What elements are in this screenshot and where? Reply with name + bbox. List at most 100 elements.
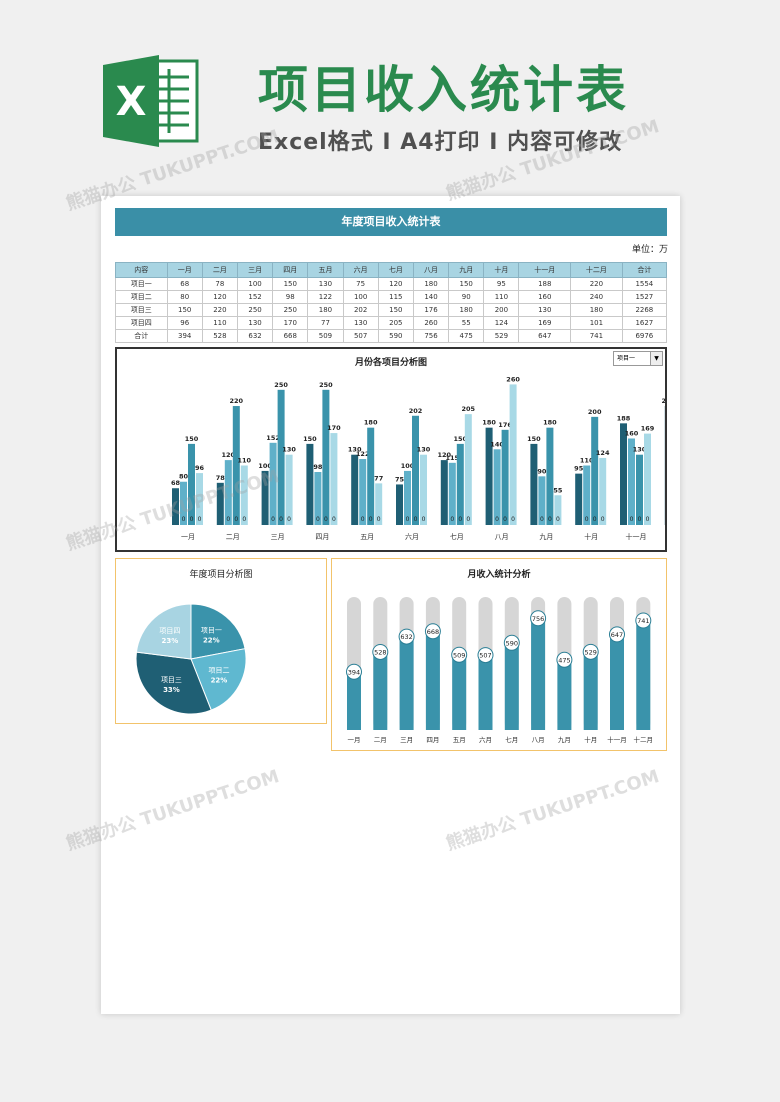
table-cell: 220	[570, 277, 623, 291]
bar-value-label: 150	[303, 435, 317, 443]
bar-value-label: 507	[479, 652, 491, 660]
pie-slice-percent: 22%	[211, 676, 228, 684]
value-bubble	[503, 634, 520, 651]
table-cell: 122	[307, 290, 344, 304]
table-cell: 394	[166, 329, 203, 343]
value-bubble	[372, 643, 389, 660]
project-select-value: 项目一	[617, 355, 636, 362]
bar-value-label: 220	[230, 397, 244, 405]
chevron-down-icon[interactable]: ▼	[650, 352, 662, 365]
overlay-value-label: 0	[226, 516, 230, 523]
table-cell: 78	[201, 277, 238, 291]
bar-value-label: 100	[401, 462, 415, 470]
overlay-value-label: 0	[316, 516, 320, 523]
bar	[322, 389, 330, 525]
bar-value-label: 150	[185, 435, 199, 443]
bar	[351, 454, 359, 525]
table-cell: 110	[483, 290, 520, 304]
table-header-cell: 十一月	[518, 262, 572, 278]
bar-value-label: 130	[348, 446, 362, 454]
table-cell: 188	[518, 277, 572, 291]
svg-text:X: X	[116, 79, 147, 125]
overlay-value-label: 0	[638, 516, 642, 523]
bar	[509, 384, 517, 525]
pie-slice-percent: 33%	[163, 686, 180, 694]
table-header-cell: 二月	[201, 262, 238, 278]
bar	[531, 618, 546, 730]
bar	[538, 476, 546, 525]
table-row: 项目三 150 220 250 250 180 202 150 176 180 200 130 180 2…	[115, 303, 668, 317]
table-cell: 100	[342, 290, 379, 304]
table-cell: 130	[236, 316, 274, 330]
bar	[583, 651, 598, 730]
value-bubble	[451, 646, 468, 663]
x-tick-label: 四月	[315, 533, 329, 541]
x-tick-label: 八月	[495, 533, 509, 541]
table-cell: 1527	[621, 290, 668, 304]
monthly-project-chart-title: 月份各项目分析图	[354, 358, 427, 368]
table-cell: 130	[518, 303, 572, 317]
bar	[425, 631, 440, 730]
table-cell: 180	[448, 303, 485, 317]
bar	[269, 442, 277, 525]
bar-value-label: 55	[553, 486, 563, 494]
table-row: 项目一 68 78 100 150 130 75 120 180 150 95 188 220 1554	[115, 277, 668, 291]
bar	[504, 642, 519, 730]
bar-value-label: 160	[625, 429, 639, 437]
table-cell: 98	[272, 290, 309, 304]
bar	[575, 473, 583, 525]
bar	[172, 488, 179, 525]
table-cell: 150	[377, 303, 414, 317]
bar-value-label: 529	[584, 648, 596, 656]
bar	[644, 433, 651, 525]
bar	[375, 483, 383, 525]
overlay-value-label: 0	[458, 516, 462, 523]
value-bubble	[556, 651, 573, 668]
table-header-cell: 十月	[483, 262, 520, 278]
table-cell: 6976	[621, 329, 668, 343]
table-cell: 100	[236, 277, 274, 291]
overlay-value-label: 0	[406, 516, 410, 523]
project-pie-chart: 项目一 22% 项目二 22% 项目三 33% 项目四 23%	[135, 603, 247, 715]
bar	[399, 636, 414, 730]
bar-value-label: 68	[171, 479, 181, 487]
row-label: 项目二	[115, 290, 168, 304]
bar	[180, 481, 187, 525]
table-cell: 176	[412, 303, 450, 317]
bar	[420, 454, 427, 525]
bar	[404, 470, 411, 525]
table-cell: 170	[272, 316, 309, 330]
bar	[636, 454, 643, 525]
value-bubble	[398, 628, 415, 645]
table-cell: 475	[448, 329, 485, 343]
bar-value-label: 130	[633, 446, 647, 454]
project-select[interactable]: 项目一 ▼	[613, 351, 663, 366]
table-cell: 528	[201, 329, 238, 343]
bar	[240, 465, 248, 525]
bar-value-label: 100	[258, 462, 272, 470]
bar-value-label: 90	[537, 467, 547, 475]
x-tick-label: 五月	[360, 533, 374, 541]
bar-value-label: 124	[596, 449, 610, 457]
bar	[456, 443, 464, 525]
overlay-value-label: 0	[377, 516, 381, 523]
bar	[188, 443, 195, 525]
bar-value-label: 98	[313, 463, 323, 471]
table-header-cell: 八月	[412, 262, 450, 278]
bar-value-label: 180	[543, 419, 557, 427]
table-cell: 150	[272, 277, 309, 291]
table-cell: 1554	[621, 277, 668, 291]
x-tick-label: 七月	[450, 532, 464, 541]
table-cell: 68	[166, 277, 203, 291]
x-tick-label: 十月	[584, 735, 597, 744]
overlay-value-label: 0	[646, 516, 650, 523]
table-cell: 507	[342, 329, 379, 343]
bar-value-label: 632	[400, 633, 412, 641]
table-cell: 169	[518, 316, 572, 330]
table-cell: 741	[570, 329, 623, 343]
bar	[216, 482, 224, 525]
unit-label: 单位：万	[631, 245, 668, 255]
bar	[396, 484, 403, 525]
monthly-income-chart: 394 一月 528 二月 632 三月 668 四月 509 五月 507 六月 590 七月 756 八月…	[346, 597, 653, 744]
